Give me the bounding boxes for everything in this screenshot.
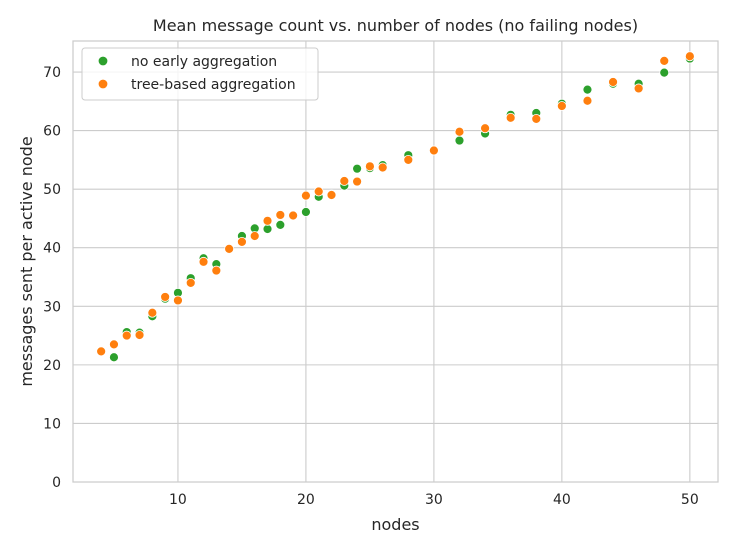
- data-point-series-1: [556, 101, 567, 111]
- data-point-series-1: [301, 190, 311, 201]
- data-point-series-1: [173, 295, 183, 306]
- grid-lines: [73, 41, 718, 483]
- y-tick-label: 40: [43, 241, 61, 257]
- data-point-series-1: [684, 51, 695, 62]
- data-point-series-1: [262, 215, 273, 226]
- data-point-series-1: [608, 77, 618, 87]
- legend-marker-tree-based-aggregation: [97, 78, 109, 90]
- data-point-series-0: [262, 224, 273, 234]
- data-point-series-1: [134, 330, 145, 340]
- data-point-series-1: [185, 277, 196, 288]
- data-points: [96, 51, 695, 363]
- x-tick-label: 30: [425, 492, 443, 508]
- legend-frame: [81, 47, 319, 101]
- data-point-series-0: [659, 67, 670, 78]
- y-tick-label: 70: [43, 65, 61, 81]
- plot-frame: [72, 40, 719, 483]
- data-point-series-1: [96, 346, 107, 357]
- y-tick-label: 0: [52, 475, 61, 491]
- data-point-series-1: [160, 292, 171, 302]
- data-point-series-0: [352, 163, 363, 174]
- data-point-series-1: [147, 307, 158, 318]
- plot-area: [73, 41, 718, 482]
- legend-label-tree-based-aggregation: tree-based aggregation: [131, 77, 296, 93]
- x-tick-label: 10: [169, 492, 187, 508]
- data-point-series-1: [365, 161, 375, 172]
- data-point-series-1: [352, 176, 363, 187]
- data-point-series-1: [326, 190, 337, 200]
- data-point-series-1: [224, 244, 235, 254]
- data-point-series-1: [428, 145, 439, 156]
- data-point-series-1: [211, 265, 222, 276]
- data-point-series-0: [109, 352, 119, 363]
- y-tick-label: 20: [43, 358, 61, 374]
- data-point-series-1: [313, 186, 324, 197]
- data-point-series-1: [339, 176, 350, 186]
- data-point-series-1: [121, 330, 132, 341]
- y-tick-label: 30: [43, 299, 61, 315]
- y-axis-label: messages sent per active node: [17, 136, 36, 386]
- data-point-series-1: [249, 231, 260, 241]
- data-point-series-0: [582, 84, 593, 95]
- data-point-series-1: [237, 236, 247, 247]
- chart-title: Mean message count vs. number of nodes (…: [153, 16, 638, 35]
- data-point-series-1: [198, 256, 209, 267]
- data-point-series-1: [531, 113, 542, 124]
- data-point-series-1: [288, 210, 299, 221]
- tick-labels: 10 20 30 40 50 0 10 20 30 40 50 60 70: [43, 65, 699, 508]
- x-tick-label: 40: [553, 492, 571, 508]
- data-point-series-0: [275, 219, 286, 230]
- data-point-series-0: [301, 207, 311, 217]
- legend-label-no-early-aggregation: no early aggregation: [131, 54, 277, 70]
- data-point-series-1: [480, 123, 490, 134]
- data-point-series-1: [275, 210, 286, 220]
- data-point-series-1: [454, 126, 465, 137]
- data-point-series-1: [403, 154, 414, 165]
- legend-marker-no-early-aggregation: [97, 55, 109, 67]
- data-point-series-1: [633, 83, 644, 94]
- data-point-series-1: [582, 95, 593, 106]
- data-point-series-1: [505, 112, 516, 123]
- x-tick-label: 50: [681, 492, 699, 508]
- x-tick-label: 20: [297, 492, 315, 508]
- data-point-series-1: [109, 339, 119, 350]
- y-tick-label: 50: [43, 182, 61, 198]
- data-point-series-0: [454, 135, 465, 146]
- data-point-series-1: [659, 56, 670, 66]
- legend: no early aggregation tree-based aggregat…: [81, 47, 319, 101]
- x-axis-label: nodes: [371, 515, 419, 534]
- y-tick-label: 10: [43, 416, 61, 432]
- y-tick-label: 60: [43, 124, 61, 140]
- data-point-series-1: [377, 162, 388, 173]
